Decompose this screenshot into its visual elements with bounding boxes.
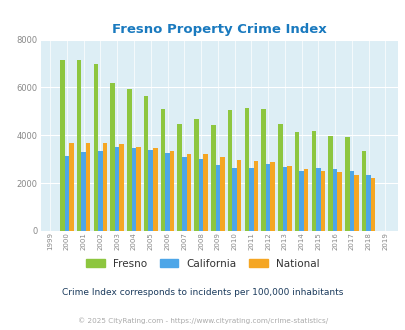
Bar bbox=[320, 171, 324, 231]
Bar bbox=[115, 147, 119, 231]
Bar bbox=[136, 147, 141, 231]
Bar bbox=[64, 156, 69, 231]
Text: © 2025 CityRating.com - https://www.cityrating.com/crime-statistics/: © 2025 CityRating.com - https://www.city… bbox=[78, 317, 327, 324]
Bar bbox=[253, 161, 258, 231]
Bar bbox=[102, 143, 107, 231]
Bar bbox=[227, 110, 232, 231]
Bar bbox=[119, 144, 124, 231]
Title: Fresno Property Crime Index: Fresno Property Crime Index bbox=[112, 23, 326, 36]
Bar bbox=[215, 165, 220, 231]
Bar bbox=[211, 125, 215, 231]
Legend: Fresno, California, National: Fresno, California, National bbox=[81, 254, 324, 273]
Bar bbox=[311, 131, 315, 231]
Bar bbox=[298, 171, 303, 231]
Bar bbox=[265, 164, 270, 231]
Bar bbox=[277, 124, 282, 231]
Bar bbox=[148, 150, 153, 231]
Bar bbox=[177, 123, 181, 231]
Bar bbox=[220, 157, 224, 231]
Bar bbox=[261, 109, 265, 231]
Bar bbox=[315, 168, 320, 231]
Bar bbox=[131, 148, 136, 231]
Bar bbox=[303, 169, 308, 231]
Bar bbox=[144, 96, 148, 231]
Bar bbox=[160, 109, 165, 231]
Bar bbox=[186, 154, 191, 231]
Bar bbox=[86, 143, 90, 231]
Bar bbox=[181, 157, 186, 231]
Bar bbox=[94, 64, 98, 231]
Bar bbox=[153, 148, 157, 231]
Bar bbox=[232, 168, 236, 231]
Bar bbox=[60, 60, 64, 231]
Bar bbox=[244, 108, 249, 231]
Bar bbox=[198, 159, 203, 231]
Bar bbox=[294, 132, 298, 231]
Bar bbox=[249, 168, 253, 231]
Bar bbox=[286, 166, 291, 231]
Bar bbox=[69, 143, 74, 231]
Bar bbox=[169, 151, 174, 231]
Bar bbox=[270, 162, 274, 231]
Bar bbox=[282, 167, 286, 231]
Bar bbox=[81, 152, 86, 231]
Bar bbox=[165, 152, 169, 231]
Bar bbox=[203, 154, 207, 231]
Bar bbox=[366, 175, 370, 231]
Bar bbox=[194, 119, 198, 231]
Bar bbox=[361, 151, 366, 231]
Bar bbox=[110, 83, 115, 231]
Bar bbox=[332, 169, 337, 231]
Bar bbox=[127, 89, 131, 231]
Bar bbox=[344, 137, 349, 231]
Bar bbox=[353, 175, 358, 231]
Bar bbox=[349, 171, 353, 231]
Bar bbox=[328, 137, 332, 231]
Bar bbox=[370, 178, 375, 231]
Bar bbox=[98, 151, 102, 231]
Text: Crime Index corresponds to incidents per 100,000 inhabitants: Crime Index corresponds to incidents per… bbox=[62, 287, 343, 297]
Bar bbox=[236, 160, 241, 231]
Bar bbox=[77, 60, 81, 231]
Bar bbox=[337, 172, 341, 231]
